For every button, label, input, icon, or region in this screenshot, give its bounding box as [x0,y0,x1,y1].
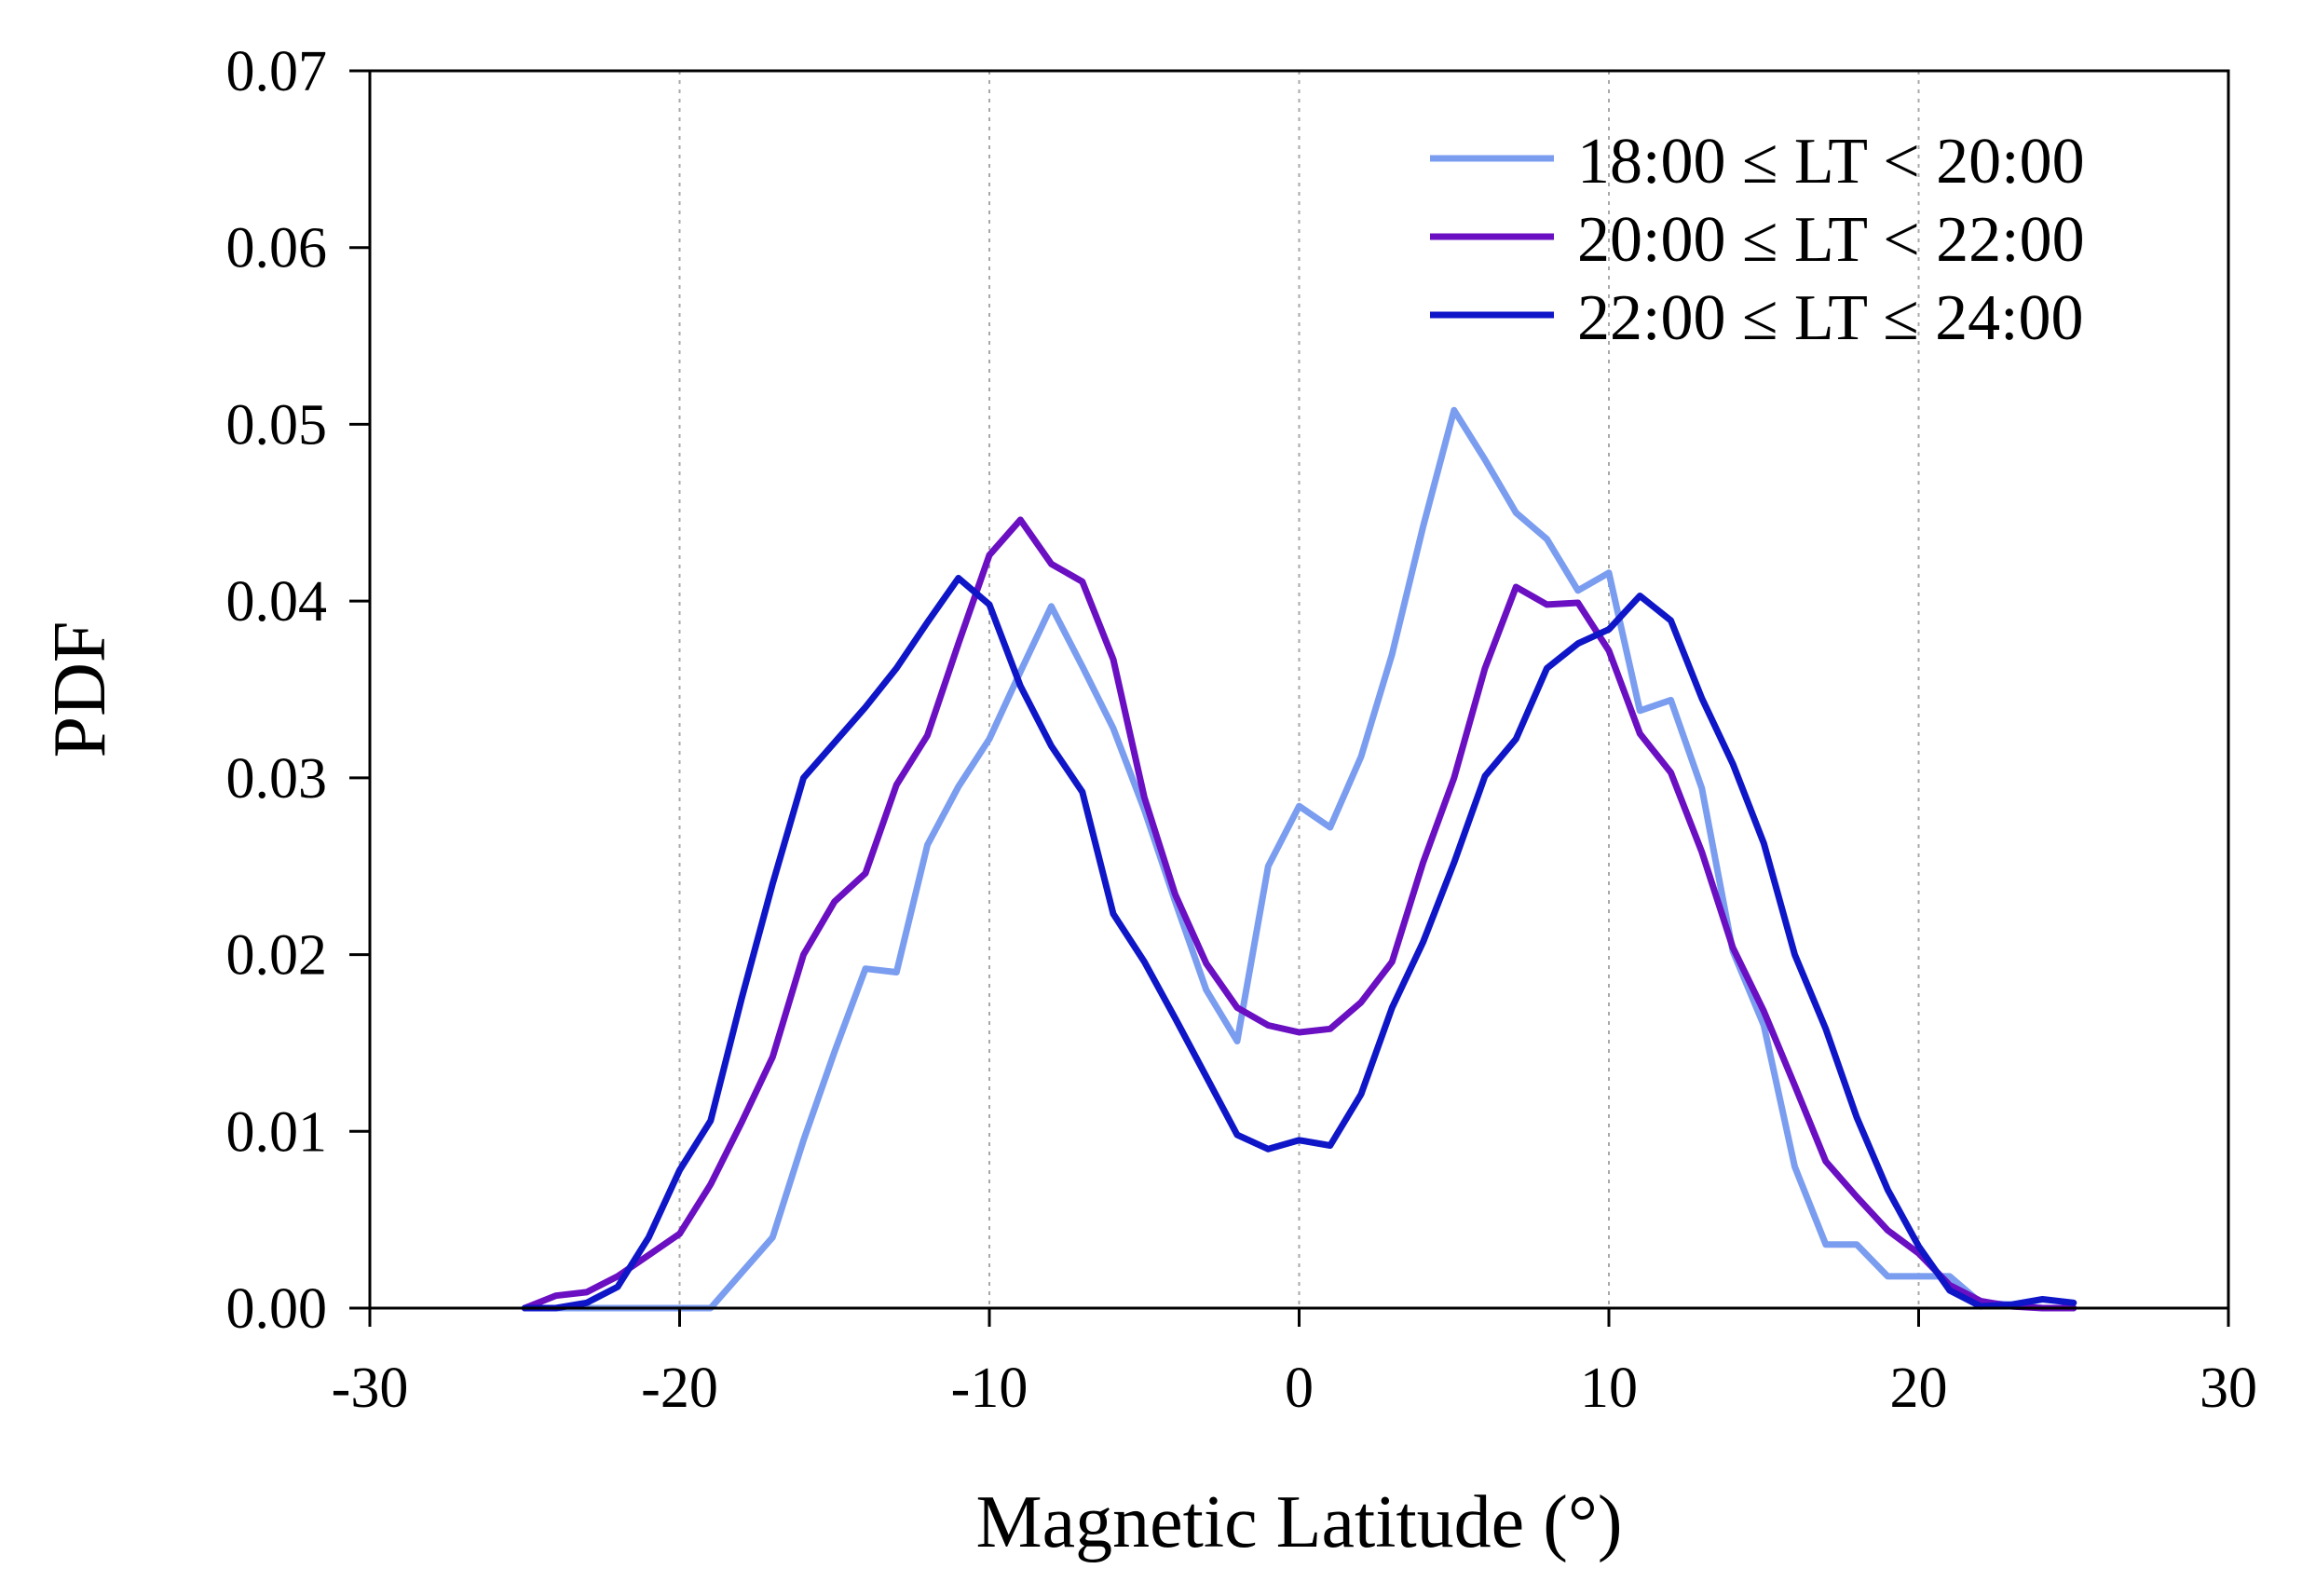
legend-label-1: 18:00 ≤ LT < 20:00 [1577,126,2085,198]
y-axis-title: PDF [39,621,121,758]
x-tick-label: -10 [951,1357,1028,1420]
y-tick-label: 0.02 [226,924,328,988]
x-tick-label: -20 [641,1357,718,1420]
y-tick-label: 0.05 [226,393,328,457]
x-tick-label: 10 [1580,1357,1638,1420]
x-tick-label: 30 [2200,1357,2257,1420]
x-axis-ticks: -30 -20 -10 0 10 20 30 [332,1308,2257,1420]
y-tick-label: 0.01 [226,1100,328,1164]
series-lines [521,406,2077,1312]
y-tick-label: 0.00 [226,1277,328,1341]
y-tick-label: 0.03 [226,747,328,811]
x-axis-title: Magnetic Latitude (°) [976,1481,1623,1563]
series-line-2 [521,516,2077,1312]
x-tick-label: -30 [332,1357,409,1420]
grid-lines [678,71,1920,1308]
y-tick-label: 0.07 [226,40,328,103]
y-tick-label: 0.04 [226,570,328,634]
x-tick-label: 0 [1285,1357,1314,1420]
legend-label-3: 22:00 ≤ LT ≤ 24:00 [1577,282,2084,354]
series-line-3 [521,575,2077,1312]
series-line-1 [521,406,2077,1312]
y-axis-ticks: 0.00 0.01 0.02 0.03 0.04 0.05 0.06 0.07 [226,40,370,1341]
legend-label-2: 20:00 ≤ LT < 22:00 [1577,204,2085,276]
x-tick-label: 20 [1890,1357,1948,1420]
y-tick-label: 0.06 [226,217,328,280]
